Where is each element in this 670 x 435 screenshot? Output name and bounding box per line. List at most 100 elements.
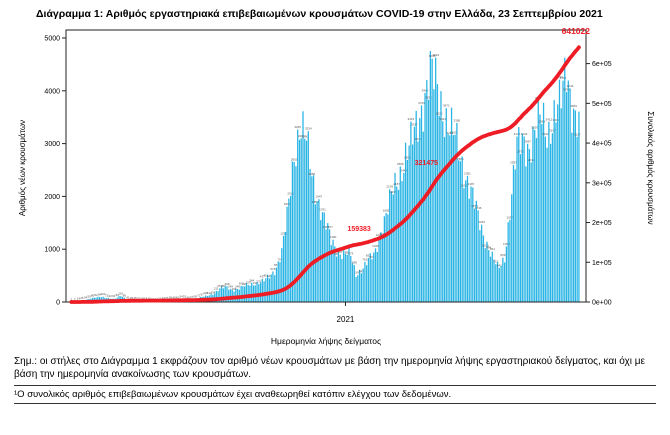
daily-cases-bar <box>456 123 458 302</box>
bar-value-label: 839 <box>500 253 505 257</box>
bar-value-label: 101 <box>101 292 106 296</box>
bar-value-label: 897 <box>338 250 343 254</box>
daily-cases-bar <box>332 239 334 302</box>
daily-cases-bar <box>351 263 354 302</box>
daily-cases-bar <box>350 255 352 302</box>
bar-value-label: 860 <box>334 252 339 256</box>
daily-cases-bar <box>244 286 246 302</box>
right-axis-tick-label: 5e+05 <box>592 101 612 108</box>
daily-cases-bar <box>505 246 508 302</box>
daily-cases-bar <box>572 108 575 302</box>
daily-cases-bar <box>318 199 320 302</box>
bar-value-label: 198 <box>231 287 236 291</box>
bar-value-label: 2565 <box>397 162 404 166</box>
daily-cases-bar <box>546 147 548 302</box>
daily-cases-bar <box>91 297 94 302</box>
daily-cases-bar <box>514 169 516 302</box>
cumulative-cases-line <box>69 45 581 304</box>
left-axis-tick-label: 5000 <box>44 36 60 43</box>
bar-value-label: 698 <box>352 261 357 265</box>
bar-value-label: 47 <box>190 295 194 299</box>
daily-cases-bar <box>461 156 463 302</box>
daily-cases-bar <box>249 285 251 302</box>
bar-value-label: 2643 <box>528 158 535 162</box>
daily-cases-bar <box>403 172 405 302</box>
bar-value-label: 3156 <box>446 131 453 135</box>
bar-value-label: 2799 <box>517 150 524 154</box>
daily-cases-bar <box>387 214 389 302</box>
daily-cases-bar <box>502 257 504 302</box>
daily-cases-bar <box>251 282 253 302</box>
daily-cases-bar <box>511 194 513 302</box>
bar-value-label: 3234 <box>305 127 312 131</box>
daily-cases-bar <box>465 180 467 302</box>
right-axis-tick-label: 1e+05 <box>592 260 612 267</box>
daily-cases-bar <box>284 232 286 302</box>
daily-cases-bar <box>374 248 377 302</box>
bar-value-label: 4210 <box>556 75 563 79</box>
bar-value-label: 1850 <box>312 200 319 204</box>
bar-value-label: 18 <box>144 297 148 301</box>
bar-value-label: 25 <box>80 296 84 300</box>
daily-cases-bar <box>449 135 451 302</box>
bar-value-label: 1253 <box>280 231 287 235</box>
daily-cases-bar <box>376 251 378 302</box>
daily-cases-bar <box>355 277 357 302</box>
daily-cases-bar <box>486 241 488 302</box>
bar-value-label: 894 <box>345 250 350 254</box>
daily-cases-bar <box>256 281 258 302</box>
daily-cases-bar <box>217 291 219 302</box>
x-axis-tick-label: 2021 <box>337 315 355 324</box>
bar-value-label: 258 <box>221 284 226 288</box>
daily-cases-bar <box>229 288 232 302</box>
daily-cases-bar <box>473 208 476 302</box>
daily-cases-bar <box>383 216 385 302</box>
daily-cases-bar <box>426 80 428 302</box>
bar-value-label: 1557 <box>507 215 514 219</box>
daily-cases-bar <box>468 198 470 302</box>
daily-cases-bar <box>419 118 421 302</box>
bar-value-label: 211 <box>214 286 219 290</box>
daily-cases-bar <box>429 51 431 302</box>
bar-value-label: 873 <box>348 251 353 255</box>
daily-cases-bar <box>328 229 331 302</box>
daily-cases-bar <box>267 274 269 302</box>
bar-value-label: 59 <box>87 294 91 298</box>
bar-value-label: 337 <box>256 280 261 284</box>
bar-value-label: 72 <box>105 294 109 298</box>
left-axis-tick-label: 0 <box>56 300 60 307</box>
daily-cases-bar <box>562 80 564 302</box>
bar-value-label: 3415 <box>408 117 415 121</box>
bar-value-label: 54 <box>179 295 183 299</box>
daily-cases-bar <box>576 136 578 302</box>
bar-value-label: 1237 <box>379 232 386 236</box>
bar-value-label: 3526 <box>436 111 443 115</box>
bar-value-label: 3663 <box>570 104 577 108</box>
daily-cases-bar <box>337 249 340 302</box>
daily-cases-bar <box>221 286 223 302</box>
bar-value-label: 3132 <box>542 132 549 136</box>
daily-cases-bar <box>344 253 347 302</box>
daily-cases-bar <box>235 289 237 302</box>
daily-cases-bar <box>404 142 407 302</box>
daily-cases-bar <box>311 176 313 302</box>
bar-value-label: 14 <box>77 297 81 301</box>
bar-value-label: 3421 <box>439 117 446 121</box>
bar-value-label: 4192 <box>560 76 567 80</box>
bar-value-label: 21 <box>158 296 162 300</box>
chart-title: Διάγραμμα 1: Αριθμός εργαστηριακά επιβεβ… <box>36 8 603 20</box>
daily-cases-bar <box>537 100 539 302</box>
bar-value-label: 4608 <box>429 54 436 58</box>
daily-cases-bar <box>367 258 370 302</box>
daily-cases-bar <box>500 265 502 302</box>
daily-cases-bar <box>330 245 332 302</box>
daily-cases-bar <box>433 89 435 303</box>
daily-cases-bar <box>362 268 364 302</box>
bar-value-label: 2036 <box>390 190 397 194</box>
bar-value-label: 715 <box>493 260 498 264</box>
daily-cases-bar <box>316 201 318 302</box>
daily-cases-bar <box>247 284 249 302</box>
bar-value-label: 2444 <box>400 168 407 172</box>
daily-cases-bar <box>532 126 534 302</box>
bar-value-label: 1701 <box>319 208 326 212</box>
